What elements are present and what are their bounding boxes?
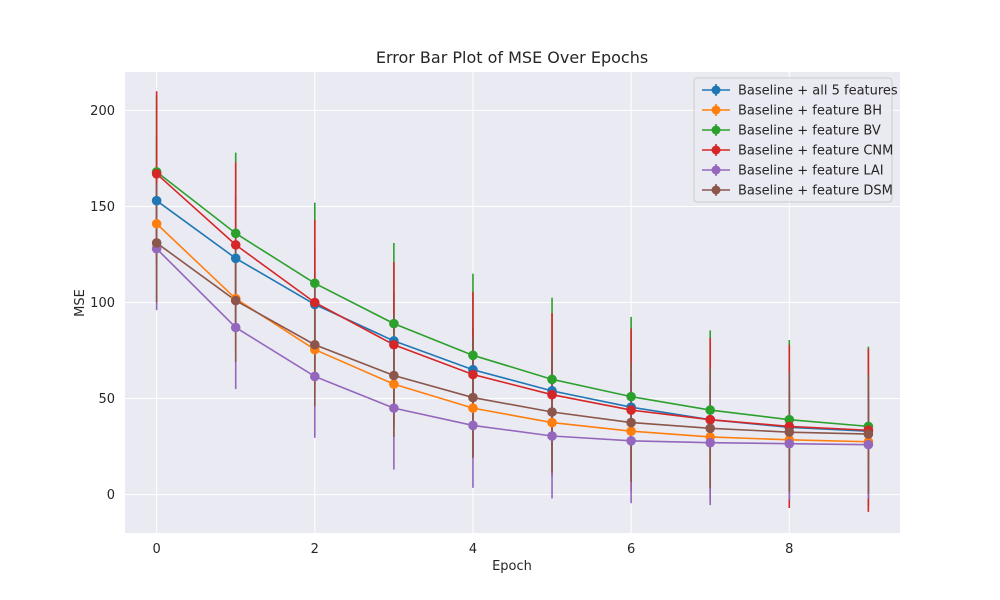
tick-labels: 0 2 4 6 8 0 50 100 150 200 bbox=[90, 104, 793, 557]
data-point bbox=[151, 238, 162, 248]
y-axis-label: MSE bbox=[73, 289, 88, 317]
data-point bbox=[784, 438, 795, 449]
y-tick-label: 50 bbox=[98, 392, 115, 407]
data-point bbox=[626, 426, 636, 436]
data-point bbox=[547, 389, 557, 400]
data-point bbox=[309, 371, 320, 382]
data-point bbox=[547, 417, 557, 428]
chart-title: Error Bar Plot of MSE Over Epochs bbox=[376, 48, 648, 67]
data-point bbox=[151, 195, 162, 206]
data-point bbox=[230, 253, 241, 264]
series-lines bbox=[156, 171, 869, 446]
data-point bbox=[151, 218, 162, 229]
x-tick-label: 0 bbox=[152, 542, 160, 557]
data-point bbox=[389, 339, 399, 350]
data-point bbox=[389, 403, 399, 413]
data-point bbox=[784, 427, 795, 437]
data-point bbox=[705, 423, 716, 434]
series-line-1 bbox=[156, 223, 869, 443]
data-point bbox=[230, 240, 241, 250]
data-point bbox=[389, 370, 399, 381]
series-line-3 bbox=[156, 173, 869, 432]
data-point bbox=[547, 407, 557, 417]
x-tick-label: 4 bbox=[469, 542, 477, 557]
data-point bbox=[389, 379, 399, 389]
data-point bbox=[230, 295, 241, 306]
data-point bbox=[547, 374, 557, 385]
x-tick-label: 6 bbox=[627, 542, 635, 557]
data-point bbox=[230, 228, 241, 239]
x-tick-label: 8 bbox=[785, 542, 793, 557]
x-tick-label: 2 bbox=[311, 542, 319, 557]
legend-label: Baseline + feature DSM bbox=[738, 184, 893, 199]
data-point bbox=[705, 437, 716, 448]
data-point bbox=[468, 403, 478, 413]
y-tick-label: 100 bbox=[90, 296, 115, 311]
legend-label: Baseline + feature CNM bbox=[738, 144, 893, 159]
data-point bbox=[468, 420, 478, 431]
legend-marker bbox=[711, 165, 721, 175]
data-point bbox=[705, 405, 716, 415]
y-tick-label: 150 bbox=[90, 200, 115, 215]
data-point bbox=[626, 417, 636, 428]
data-point bbox=[230, 322, 241, 333]
data-point bbox=[309, 278, 320, 289]
y-tick-label: 200 bbox=[90, 104, 115, 119]
data-point bbox=[863, 429, 874, 439]
data-point bbox=[468, 369, 478, 380]
series-line-5 bbox=[156, 242, 869, 435]
data-point bbox=[626, 405, 636, 415]
legend-marker bbox=[711, 85, 721, 95]
legend-label: Baseline + all 5 features bbox=[738, 84, 898, 99]
series-line-4 bbox=[156, 248, 869, 446]
legend-label: Baseline + feature LAI bbox=[738, 164, 884, 179]
data-point bbox=[389, 318, 399, 329]
legend-box bbox=[693, 77, 893, 203]
data-point bbox=[626, 391, 636, 402]
x-axis-label: Epoch bbox=[492, 559, 532, 574]
data-point bbox=[309, 339, 320, 350]
legend-marker bbox=[711, 125, 721, 135]
data-point bbox=[626, 436, 636, 446]
legend: Baseline + all 5 features Baseline + feat… bbox=[693, 77, 898, 203]
data-point bbox=[784, 414, 795, 425]
series-markers bbox=[151, 167, 874, 450]
data-point bbox=[151, 169, 162, 179]
series-line-2 bbox=[156, 171, 869, 428]
data-point bbox=[468, 392, 478, 403]
data-point bbox=[468, 350, 478, 361]
legend-marker bbox=[711, 145, 721, 155]
data-point bbox=[547, 431, 557, 441]
data-point bbox=[863, 439, 874, 450]
legend-label: Baseline + feature BH bbox=[738, 104, 882, 119]
legend-label: Baseline + feature BV bbox=[738, 124, 881, 139]
legend-marker bbox=[711, 185, 721, 195]
data-point bbox=[705, 414, 716, 425]
legend-marker bbox=[711, 105, 721, 115]
data-point bbox=[309, 297, 320, 308]
y-tick-label: 0 bbox=[107, 488, 115, 503]
